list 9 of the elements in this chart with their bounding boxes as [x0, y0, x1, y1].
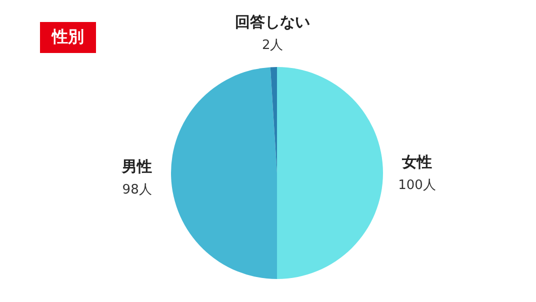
data-label: 98人	[122, 182, 152, 198]
text: 性別	[40, 22, 96, 53]
slice-label: 回答しない	[235, 13, 310, 32]
pie-slice	[171, 67, 277, 279]
pie-slice	[277, 67, 383, 279]
data-label: 100人	[398, 178, 436, 193]
slice-label: 女性	[401, 153, 432, 171]
slice-label: 男性	[121, 157, 152, 176]
data-label: 2人	[262, 38, 284, 54]
